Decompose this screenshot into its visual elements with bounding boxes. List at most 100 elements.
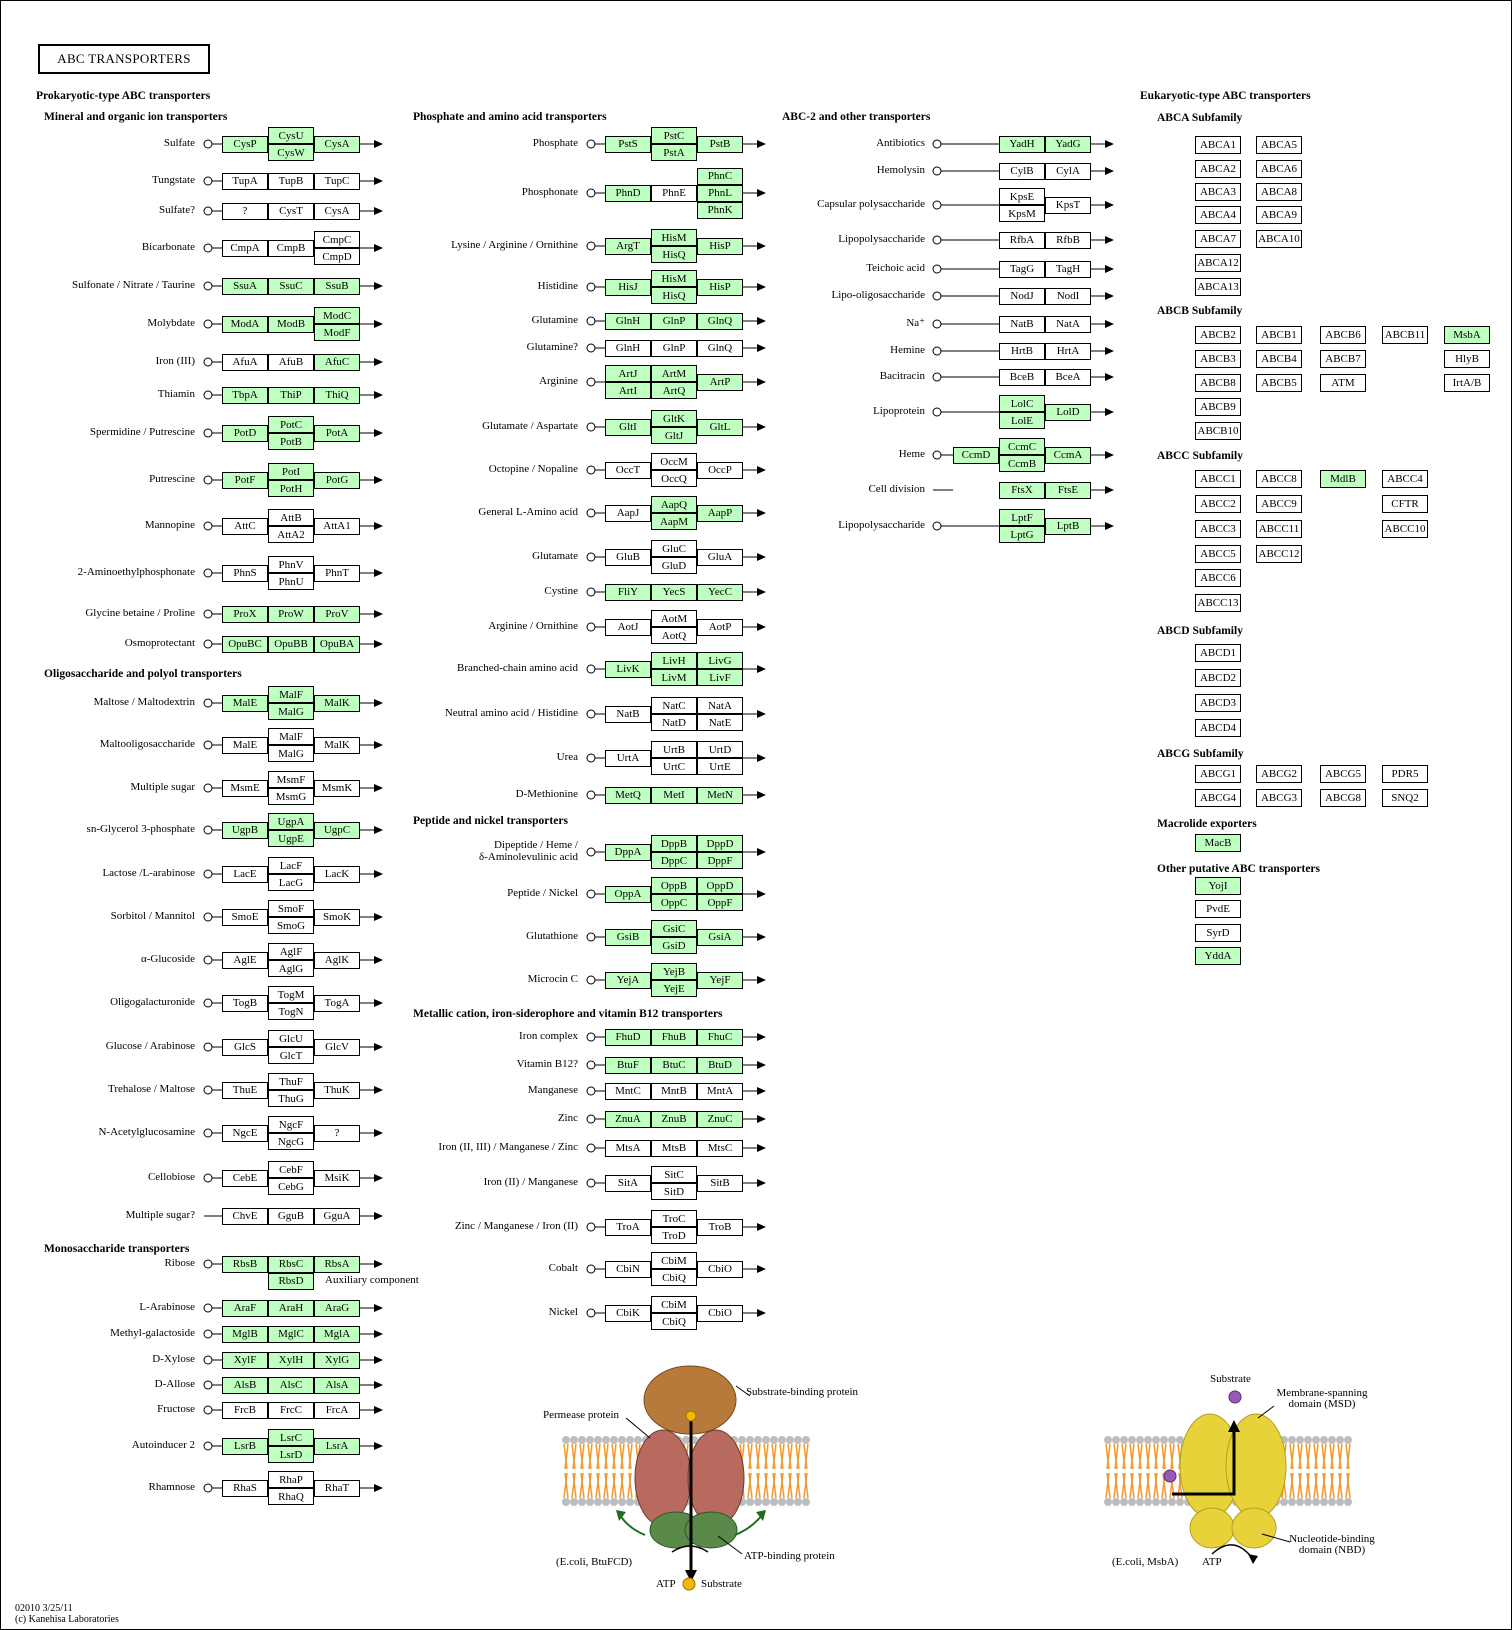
gene-tupb[interactable]: TupB (268, 172, 314, 190)
gene-glnp[interactable]: GlnP (651, 339, 697, 357)
gene-irtab[interactable]: IrtA/B (1444, 374, 1490, 392)
gene-aotj[interactable]: AotJ (605, 618, 651, 636)
gene-hrtb[interactable]: HrtB (999, 342, 1045, 360)
gene-ugpc[interactable]: UgpC (314, 821, 360, 839)
gene-modf[interactable]: ModF (314, 324, 360, 341)
gene-meti[interactable]: MetI (651, 786, 697, 804)
gene-gsia[interactable]: GsiA (697, 928, 743, 946)
gene-phnc[interactable]: PhnC (697, 167, 743, 185)
gene-btud[interactable]: BtuD (697, 1056, 743, 1074)
gene-aapp[interactable]: AapP (697, 504, 743, 522)
gene-abcb5[interactable]: ABCB5 (1256, 374, 1302, 392)
gene-livf[interactable]: LivF (697, 669, 743, 686)
gene-yeja[interactable]: YejA (605, 971, 651, 989)
gene-phnu[interactable]: PhnU (268, 573, 314, 590)
gene-hlyb[interactable]: HlyB (1444, 350, 1490, 368)
gene-glub[interactable]: GluB (605, 548, 651, 566)
gene-znub[interactable]: ZnuB (651, 1110, 697, 1128)
gene-rbsa[interactable]: RbsA (314, 1255, 360, 1273)
gene-aotm[interactable]: AotM (651, 610, 697, 627)
gene-abca6[interactable]: ABCA6 (1256, 160, 1302, 178)
gene-mgla[interactable]: MglA (314, 1325, 360, 1343)
gene-abcc13[interactable]: ABCC13 (1195, 594, 1241, 612)
gene-livk[interactable]: LivK (605, 660, 651, 678)
gene-mntb[interactable]: MntB (651, 1082, 697, 1100)
gene-dppc[interactable]: DppC (651, 852, 697, 869)
gene-afua[interactable]: AfuA (222, 353, 268, 371)
gene-ccmd[interactable]: CcmD (953, 446, 999, 464)
gene-abcc8[interactable]: ABCC8 (1256, 470, 1302, 488)
gene-msba[interactable]: MsbA (1444, 326, 1490, 344)
gene-lsrb[interactable]: LsrB (222, 1437, 268, 1455)
gene-aapq[interactable]: AapQ (651, 496, 697, 513)
gene-abca13[interactable]: ABCA13 (1195, 278, 1241, 296)
gene-sitb[interactable]: SitB (697, 1174, 743, 1192)
gene-sitc[interactable]: SitC (651, 1166, 697, 1183)
gene-occm[interactable]: OccM (651, 453, 697, 470)
gene-aapm[interactable]: AapM (651, 513, 697, 530)
gene-abcd2[interactable]: ABCD2 (1195, 669, 1241, 687)
gene-mglc[interactable]: MglC (268, 1325, 314, 1343)
gene-thiq[interactable]: ThiQ (314, 386, 360, 404)
gene-opubc[interactable]: OpuBC (222, 635, 268, 653)
gene-abcb11[interactable]: ABCB11 (1382, 326, 1428, 344)
gene-glcs[interactable]: GlcS (222, 1038, 268, 1056)
gene-abcg2[interactable]: ABCG2 (1256, 765, 1302, 783)
gene-rbsb[interactable]: RbsB (222, 1255, 268, 1273)
gene-cbiq[interactable]: CbiQ (651, 1313, 697, 1330)
gene-hrta[interactable]: HrtA (1045, 342, 1091, 360)
gene-arah[interactable]: AraH (268, 1299, 314, 1317)
gene-chve[interactable]: ChvE (222, 1207, 268, 1225)
gene-lack[interactable]: LacK (314, 865, 360, 883)
gene-natb[interactable]: NatB (605, 705, 651, 723)
gene-mnta[interactable]: MntA (697, 1082, 743, 1100)
gene-phnk[interactable]: PhnK (697, 201, 743, 219)
gene-abca1[interactable]: ABCA1 (1195, 136, 1241, 154)
gene-cylb[interactable]: CylB (999, 162, 1045, 180)
gene-dppb[interactable]: DppB (651, 835, 697, 852)
gene-cbio[interactable]: CbiO (697, 1304, 743, 1322)
gene-tagg[interactable]: TagG (999, 260, 1045, 278)
gene-ssuc[interactable]: SsuC (268, 277, 314, 295)
gene-rhaq[interactable]: RhaQ (268, 1488, 314, 1505)
gene-cbim[interactable]: CbiM (651, 1296, 697, 1313)
gene-malg[interactable]: MalG (268, 745, 314, 762)
gene-abcc6[interactable]: ABCC6 (1195, 569, 1241, 587)
gene-fhud[interactable]: FhuD (605, 1028, 651, 1046)
gene-gsib[interactable]: GsiB (605, 928, 651, 946)
gene-cmpb[interactable]: CmpB (268, 239, 314, 257)
gene-lold[interactable]: LolD (1045, 403, 1091, 421)
gene-rhat[interactable]: RhaT (314, 1479, 360, 1497)
gene-ssua[interactable]: SsuA (222, 277, 268, 295)
gene-arti[interactable]: ArtI (605, 382, 651, 399)
gene-abcd4[interactable]: ABCD4 (1195, 719, 1241, 737)
gene-cbiq[interactable]: CbiQ (651, 1269, 697, 1286)
gene-cebe[interactable]: CebE (222, 1169, 268, 1187)
gene-[interactable]: ? (222, 202, 268, 220)
gene-macb[interactable]: MacB (1195, 834, 1241, 852)
gene-abcc1[interactable]: ABCC1 (1195, 470, 1241, 488)
gene-abcb1[interactable]: ABCB1 (1256, 326, 1302, 344)
gene-msmf[interactable]: MsmF (268, 771, 314, 788)
gene-abcb10[interactable]: ABCB10 (1195, 422, 1241, 440)
gene-oppf[interactable]: OppF (697, 894, 743, 911)
gene-gluc[interactable]: GluC (651, 540, 697, 557)
gene-glcu[interactable]: GlcU (268, 1030, 314, 1047)
gene-sitd[interactable]: SitD (651, 1183, 697, 1200)
gene-opuba[interactable]: OpuBA (314, 635, 360, 653)
gene-abcd3[interactable]: ABCD3 (1195, 694, 1241, 712)
gene-poth[interactable]: PotH (268, 480, 314, 497)
gene-glua[interactable]: GluA (697, 548, 743, 566)
gene-abca3[interactable]: ABCA3 (1195, 183, 1241, 201)
gene-toga[interactable]: TogA (314, 994, 360, 1012)
gene-male[interactable]: MalE (222, 694, 268, 712)
gene-yecs[interactable]: YecS (651, 583, 697, 601)
gene-hisq[interactable]: HisQ (651, 246, 697, 263)
gene-poti[interactable]: PotI (268, 463, 314, 480)
gene-livm[interactable]: LivM (651, 669, 697, 686)
gene-ccma[interactable]: CcmA (1045, 446, 1091, 464)
gene-ftsx[interactable]: FtsX (999, 481, 1045, 499)
gene-potc[interactable]: PotC (268, 416, 314, 433)
gene-atta1[interactable]: AttA1 (314, 517, 360, 535)
gene-hisp[interactable]: HisP (697, 237, 743, 255)
